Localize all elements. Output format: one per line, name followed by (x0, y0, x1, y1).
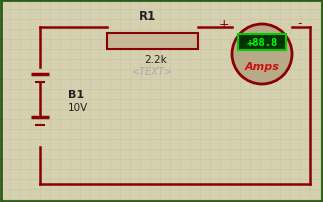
Text: B1: B1 (68, 89, 84, 100)
Text: +: + (219, 17, 229, 30)
Text: R1: R1 (139, 9, 156, 22)
Circle shape (232, 25, 292, 85)
Text: +88.8: +88.8 (246, 38, 278, 48)
Text: <TEXT>: <TEXT> (132, 67, 173, 77)
Text: 2.2k: 2.2k (144, 55, 167, 65)
Text: -: - (298, 17, 302, 30)
Bar (107, 34, 198, 50)
Bar (238, 35, 286, 51)
Text: Amps: Amps (245, 62, 279, 72)
Text: 10V: 10V (68, 102, 88, 113)
